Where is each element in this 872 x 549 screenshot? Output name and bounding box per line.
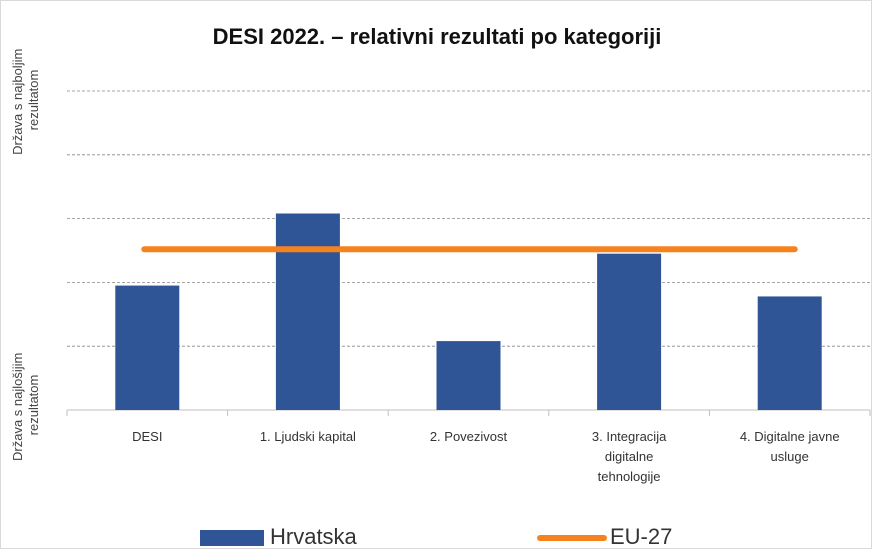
bar <box>597 253 662 410</box>
x-tick-label: DESI <box>132 429 162 444</box>
y-label-bottom: Država s najlošijim rezultatom <box>10 349 41 461</box>
bar <box>115 285 180 410</box>
legend-label: EU-27 <box>610 524 672 549</box>
y-label-line: rezultatom <box>26 70 41 131</box>
y-label-top: Država s najboljim rezultatom <box>10 45 41 155</box>
x-tick-label: 4. Digitalne javne usluge <box>740 429 840 464</box>
legend-label: Hrvatska <box>270 524 358 549</box>
bar <box>275 213 340 410</box>
x-tick-label: 3. Integracija digitalne tehnologije <box>592 429 667 484</box>
bar <box>757 296 822 410</box>
bar <box>436 341 501 410</box>
legend-swatch <box>200 530 264 546</box>
x-tick-label: 1. Ljudski kapital <box>260 429 356 444</box>
y-label-line: rezultatom <box>26 375 41 436</box>
chart-title: DESI 2022. – relativni rezultati po kate… <box>213 24 662 49</box>
y-label-line: Država s najlošijim <box>10 353 25 461</box>
x-tick-label: 2. Povezivost <box>430 429 508 444</box>
y-label-line: Država s najboljim <box>10 49 25 155</box>
